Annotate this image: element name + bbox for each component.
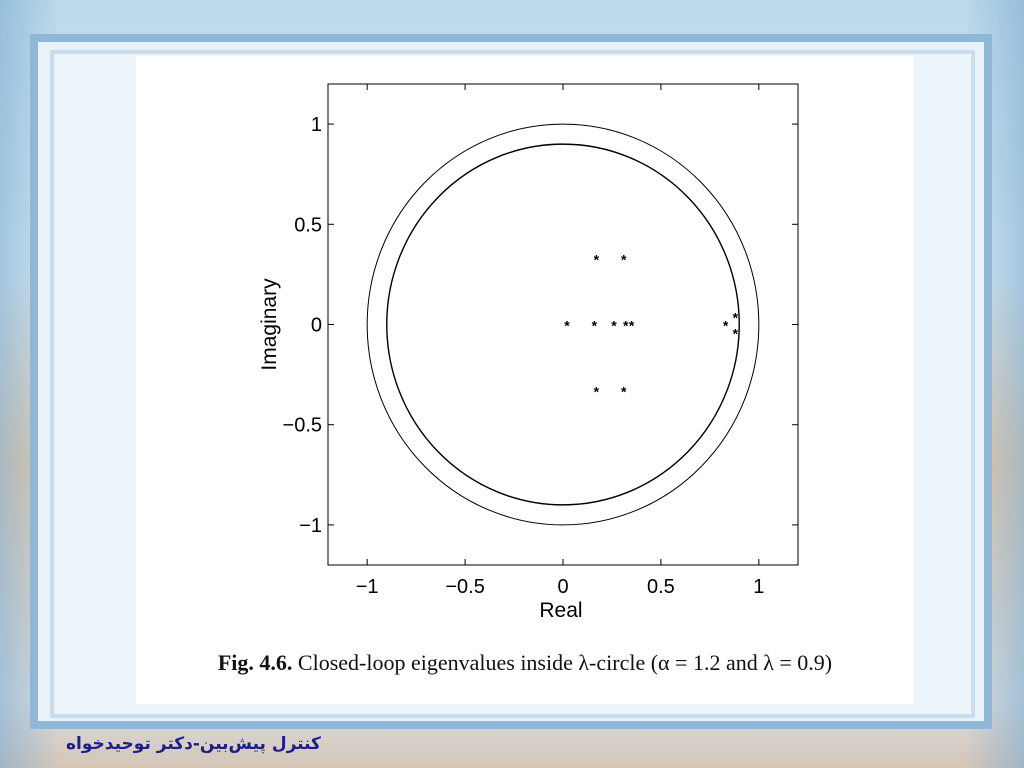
eigenvalue-point: * <box>611 318 617 334</box>
x-tick-label: 1 <box>753 576 764 598</box>
x-tick-label: −0.5 <box>445 576 484 598</box>
eigenvalue-point: * <box>733 309 739 325</box>
eigenvalue-point: * <box>592 318 598 334</box>
eigenvalue-point: * <box>621 384 627 400</box>
x-tick-label: 0 <box>557 576 568 598</box>
figure-caption-text: Closed-loop eigenvalues inside λ-circle … <box>292 650 833 675</box>
y-axis-label: Imaginary <box>258 278 281 371</box>
circle-radius-0_9 <box>386 143 740 506</box>
x-tick-label: −1 <box>356 576 379 598</box>
eigenvalue-point: * <box>723 318 729 334</box>
eigenvalue-point: * <box>629 318 635 334</box>
eigenvalue-point: * <box>733 326 739 342</box>
eigenvalue-point: * <box>621 251 627 267</box>
slide-content <box>136 56 914 704</box>
eigenvalue-point: * <box>564 318 570 334</box>
x-tick-label: 0.5 <box>647 576 675 598</box>
circle-radius-1 <box>366 123 760 526</box>
y-tick-label: −0.5 <box>283 415 322 437</box>
y-tick-label: 0.5 <box>294 214 322 236</box>
eigenvalue-point: * <box>623 318 629 334</box>
x-axis-label: Real <box>539 599 582 622</box>
footer-text: کنترل پیش‌بین-دکتر توحیدخواه <box>66 734 321 754</box>
y-tick-label: 0 <box>311 315 322 337</box>
y-tick-label: −1 <box>299 515 322 537</box>
figure-label: Fig. 4.6. <box>217 650 293 675</box>
figure-caption: Fig. 4.6. Closed-loop eigenvalues inside… <box>136 650 914 676</box>
eigenvalue-point: * <box>594 384 600 400</box>
y-tick-label: 1 <box>311 114 322 136</box>
eigenvalue-point: * <box>594 251 600 267</box>
